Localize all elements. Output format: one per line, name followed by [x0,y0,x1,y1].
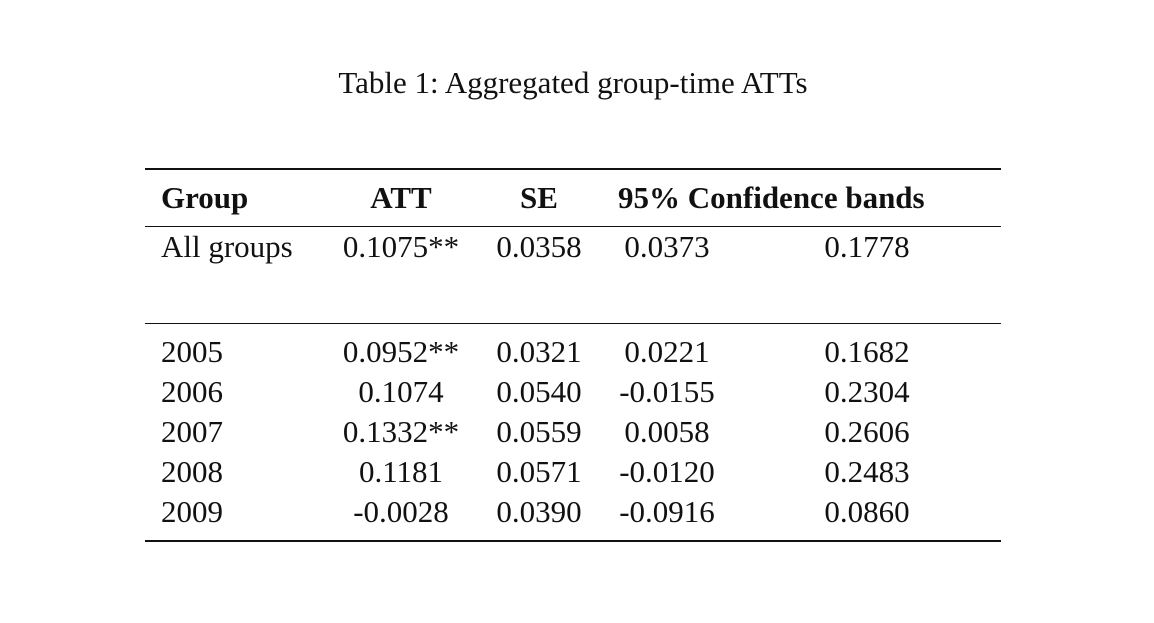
table-caption: Table 1: Aggregated group-time ATTs [338,65,808,100]
row-upper-band: 0.2483 [824,454,910,489]
row-upper-band: 0.2606 [824,414,910,449]
header-group: Group [161,180,249,215]
row-se: 0.0390 [496,494,582,529]
row-upper-band: 0.2304 [824,374,910,409]
row-upper-band: 0.1682 [824,334,910,369]
summary-group: All groups [161,229,293,264]
row-upper-band: 0.0860 [824,494,910,529]
row-group: 2007 [161,414,223,449]
spacer [145,283,1001,323]
row-att: -0.0028 [353,494,449,529]
row-att: 0.1181 [358,454,444,489]
results-table: Group ATT SE 95% Confidence bands All gr… [145,168,1001,542]
row-group: 2006 [161,374,223,409]
table-row: 2009 -0.0028 0.0390 -0.0916 0.0860 [145,492,1001,532]
row-lower-band: 0.0058 [624,414,710,449]
summary-att: 0.1075** [342,229,460,264]
row-att: 0.1074 [358,374,444,409]
summary-se: 0.0358 [496,229,582,264]
mid-rule [145,323,1001,324]
header-rule [145,226,1001,227]
row-lower-band: -0.0916 [619,494,715,529]
row-group: 2009 [161,494,223,529]
row-group: 2008 [161,454,223,489]
row-se: 0.0540 [496,374,582,409]
summary-lower-band: 0.0373 [624,229,710,264]
row-lower-band: -0.0120 [619,454,715,489]
header-confidence-bands: 95% Confidence bands [618,180,925,215]
row-att: 0.0952** [342,334,460,369]
summary-row: All groups 0.1075** 0.0358 0.0373 0.1778 [145,227,1001,283]
row-se: 0.0559 [496,414,582,449]
table-row: 2006 0.1074 0.0540 -0.0155 0.2304 [145,372,1001,412]
row-se: 0.0571 [496,454,582,489]
header-se: SE [520,180,558,215]
header-att: ATT [370,180,432,215]
bottom-rule [145,540,1001,542]
row-lower-band: 0.0221 [624,334,710,369]
row-lower-band: -0.0155 [619,374,715,409]
row-att: 0.1332** [342,414,460,449]
header-row: Group ATT SE 95% Confidence bands [145,170,1001,226]
table-row: 2008 0.1181 0.0571 -0.0120 0.2483 [145,452,1001,492]
row-group: 2005 [161,334,223,369]
table-row: 2007 0.1332** 0.0559 0.0058 0.2606 [145,412,1001,452]
row-se: 0.0321 [496,334,582,369]
table-row: 2005 0.0952** 0.0321 0.0221 0.1682 [145,332,1001,372]
top-rule [145,168,1001,170]
summary-upper-band: 0.1778 [824,229,910,264]
